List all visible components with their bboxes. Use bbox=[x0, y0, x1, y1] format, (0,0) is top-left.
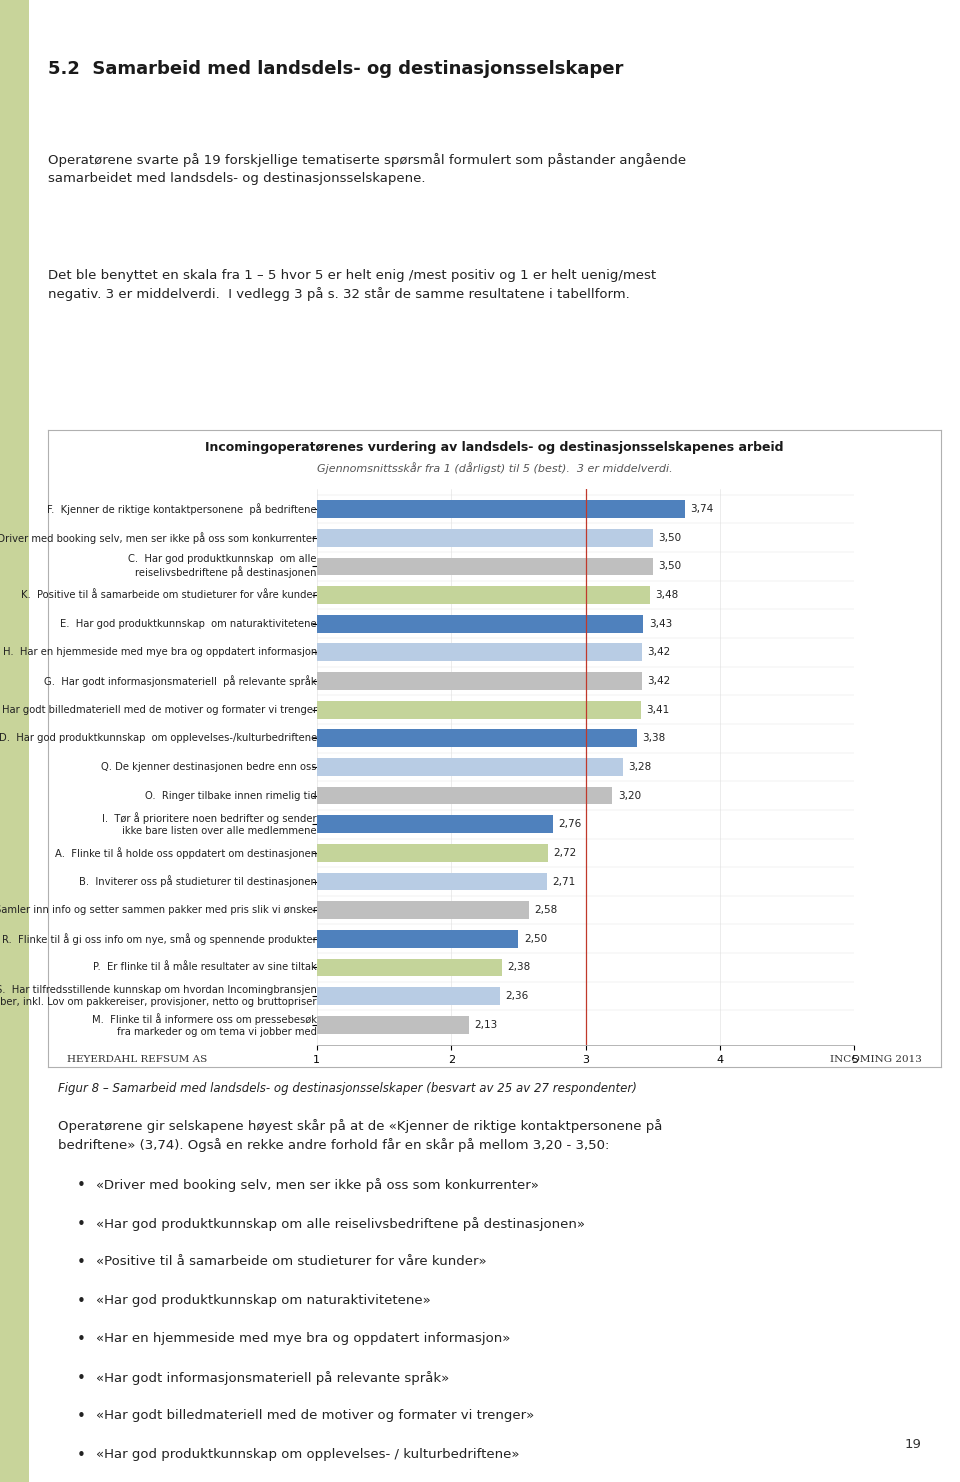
Bar bbox=[317, 529, 653, 547]
Bar bbox=[317, 987, 499, 1005]
Bar bbox=[317, 557, 653, 575]
Text: •: • bbox=[77, 1332, 86, 1347]
Bar bbox=[317, 701, 640, 719]
Text: 3,38: 3,38 bbox=[642, 734, 665, 744]
Text: Det ble benyttet en skala fra 1 – 5 hvor 5 er helt enig /mest positiv og 1 er he: Det ble benyttet en skala fra 1 – 5 hvor… bbox=[48, 268, 656, 301]
Text: 3,50: 3,50 bbox=[659, 532, 682, 542]
Text: I.  Tør å prioritere noen bedrifter og sender
ikke bare listen over alle medlemm: I. Tør å prioritere noen bedrifter og se… bbox=[102, 812, 317, 836]
Text: 2,76: 2,76 bbox=[559, 820, 582, 830]
Text: R.  Flinke til å gi oss info om nye, små og spennende produkter: R. Flinke til å gi oss info om nye, små … bbox=[2, 932, 317, 944]
Text: •: • bbox=[77, 1178, 86, 1193]
Text: «Har god produktkunnskap om naturaktivitetene»: «Har god produktkunnskap om naturaktivit… bbox=[96, 1294, 431, 1307]
Bar bbox=[317, 787, 612, 805]
Text: F.  Kjenner de riktige kontaktpersonene  på bedriftene: F. Kjenner de riktige kontaktpersonene p… bbox=[47, 504, 317, 516]
Bar bbox=[317, 673, 642, 691]
Text: A.  Flinke til å holde oss oppdatert om destinasjonen: A. Flinke til å holde oss oppdatert om d… bbox=[55, 846, 317, 860]
Text: «Positive til å samarbeide om studieturer for våre kunder»: «Positive til å samarbeide om studieture… bbox=[96, 1255, 487, 1269]
Text: P.  Er flinke til å måle resultater av sine tiltak: P. Er flinke til å måle resultater av si… bbox=[93, 962, 317, 972]
Text: C.  Har god produktkunnskap  om alle
reiselivsbedriftene på destinasjonen: C. Har god produktkunnskap om alle reise… bbox=[129, 554, 317, 578]
Text: «Driver med booking selv, men ser ikke på oss som konkurrenter»: «Driver med booking selv, men ser ikke p… bbox=[96, 1178, 539, 1192]
Text: «Har god produktkunnskap om alle reiselivsbedriftene på destinasjonen»: «Har god produktkunnskap om alle reiseli… bbox=[96, 1217, 585, 1230]
Text: S.  Har tilfredsstillende kunnskap om hvordan Incomingbransjen
jobber, inkl. Lov: S. Har tilfredsstillende kunnskap om hvo… bbox=[0, 986, 317, 1006]
Bar bbox=[317, 587, 650, 605]
Text: Operatørene gir selskapene høyest skår på at de «Kjenner de riktige kontaktperso: Operatørene gir selskapene høyest skår p… bbox=[58, 1119, 662, 1153]
Text: 3,42: 3,42 bbox=[647, 676, 671, 686]
Text: Operatørene svarte på 19 forskjellige tematiserte spørsmål formulert som påstand: Operatørene svarte på 19 forskjellige te… bbox=[48, 153, 686, 185]
Text: •: • bbox=[77, 1371, 86, 1386]
Text: 2,58: 2,58 bbox=[535, 906, 558, 916]
Text: 2,13: 2,13 bbox=[474, 1020, 497, 1030]
Bar bbox=[317, 759, 623, 775]
Text: 5.2  Samarbeid med landsdels- og destinasjonsselskaper: 5.2 Samarbeid med landsdels- og destinas… bbox=[48, 61, 623, 79]
Bar bbox=[317, 959, 502, 977]
Bar bbox=[317, 873, 546, 891]
Bar bbox=[317, 1015, 468, 1033]
Text: •: • bbox=[77, 1255, 86, 1270]
Text: H.  Har en hjemmeside med mye bra og oppdatert informasjon: H. Har en hjemmeside med mye bra og oppd… bbox=[3, 648, 317, 658]
Text: INCOMING 2013: INCOMING 2013 bbox=[829, 1055, 922, 1064]
Bar bbox=[317, 843, 548, 861]
Text: N.  Har godt billedmateriell med de motiver og formater vi trenger: N. Har godt billedmateriell med de motiv… bbox=[0, 704, 317, 714]
Text: 3,42: 3,42 bbox=[647, 648, 671, 658]
Text: 2,36: 2,36 bbox=[505, 991, 528, 1002]
Text: HEYERDAHL REFSUM AS: HEYERDAHL REFSUM AS bbox=[67, 1055, 207, 1064]
Text: B.  Inviterer oss på studieturer til destinasjonen: B. Inviterer oss på studieturer til dest… bbox=[79, 876, 317, 888]
Bar bbox=[317, 501, 685, 519]
Text: •: • bbox=[77, 1294, 86, 1309]
Text: D.  Har god produktkunnskap  om opplevelses-/kulturbedriftene: D. Har god produktkunnskap om opplevelse… bbox=[0, 734, 317, 744]
Text: 3,41: 3,41 bbox=[646, 704, 669, 714]
Text: G.  Har godt informasjonsmateriell  på relevante språk: G. Har godt informasjonsmateriell på rel… bbox=[44, 674, 317, 688]
Text: Incomingoperatørenes vurdering av landsdels- og destinasjonsselskapenes arbeid: Incomingoperatørenes vurdering av landsd… bbox=[205, 442, 783, 453]
Text: 2,72: 2,72 bbox=[553, 848, 577, 858]
Text: 3,48: 3,48 bbox=[656, 590, 679, 600]
Text: 3,20: 3,20 bbox=[618, 790, 641, 800]
Bar bbox=[317, 901, 529, 919]
Text: «Har god produktkunnskap om opplevelses- / kulturbedriftene»: «Har god produktkunnskap om opplevelses-… bbox=[96, 1448, 519, 1461]
Text: Figur 8 – Samarbeid med landsdels- og destinasjonsselskaper (besvart av 25 av 27: Figur 8 – Samarbeid med landsdels- og de… bbox=[58, 1082, 636, 1095]
Bar bbox=[317, 615, 643, 633]
Text: J.  Driver med booking selv, men ser ikke på oss som konkurrenter: J. Driver med booking selv, men ser ikke… bbox=[0, 532, 317, 544]
Text: 2,38: 2,38 bbox=[508, 962, 531, 972]
Text: 3,50: 3,50 bbox=[659, 562, 682, 572]
Text: O.  Ringer tilbake innen rimelig tid: O. Ringer tilbake innen rimelig tid bbox=[145, 790, 317, 800]
Text: 2,50: 2,50 bbox=[524, 934, 547, 944]
Text: Gjennomsnittsskår fra 1 (dårligst) til 5 (best).  3 er middelverdi.: Gjennomsnittsskår fra 1 (dårligst) til 5… bbox=[317, 462, 672, 474]
Text: Q. De kjenner destinasjonen bedre enn oss: Q. De kjenner destinasjonen bedre enn os… bbox=[102, 762, 317, 772]
Text: K.  Positive til å samarbeide om studieturer for våre kunder: K. Positive til å samarbeide om studietu… bbox=[21, 590, 317, 600]
Text: E.  Har god produktkunnskap  om naturaktivitetene: E. Har god produktkunnskap om naturaktiv… bbox=[60, 618, 317, 628]
Bar bbox=[317, 815, 553, 833]
Text: •: • bbox=[77, 1448, 86, 1463]
Bar bbox=[317, 643, 642, 661]
Text: «Har en hjemmeside med mye bra og oppdatert informasjon»: «Har en hjemmeside med mye bra og oppdat… bbox=[96, 1332, 511, 1346]
Bar bbox=[317, 729, 636, 747]
Text: M.  Flinke til å informere oss om pressebesøk
fra markeder og om tema vi jobber : M. Flinke til å informere oss om presseb… bbox=[92, 1014, 317, 1036]
Text: 3,74: 3,74 bbox=[690, 504, 713, 514]
Text: 3,28: 3,28 bbox=[629, 762, 652, 772]
Text: 2,71: 2,71 bbox=[552, 876, 575, 886]
Text: 19: 19 bbox=[904, 1439, 922, 1451]
Text: 3,43: 3,43 bbox=[649, 618, 672, 628]
Text: •: • bbox=[77, 1409, 86, 1424]
Bar bbox=[317, 929, 518, 947]
Text: L.  Samler inn info og setter sammen pakker med pris slik vi ønsker: L. Samler inn info og setter sammen pakk… bbox=[0, 906, 317, 916]
Text: «Har godt informasjonsmateriell på relevante språk»: «Har godt informasjonsmateriell på relev… bbox=[96, 1371, 449, 1384]
Text: «Har godt billedmateriell med de motiver og formater vi trenger»: «Har godt billedmateriell med de motiver… bbox=[96, 1409, 535, 1423]
Text: •: • bbox=[77, 1217, 86, 1232]
